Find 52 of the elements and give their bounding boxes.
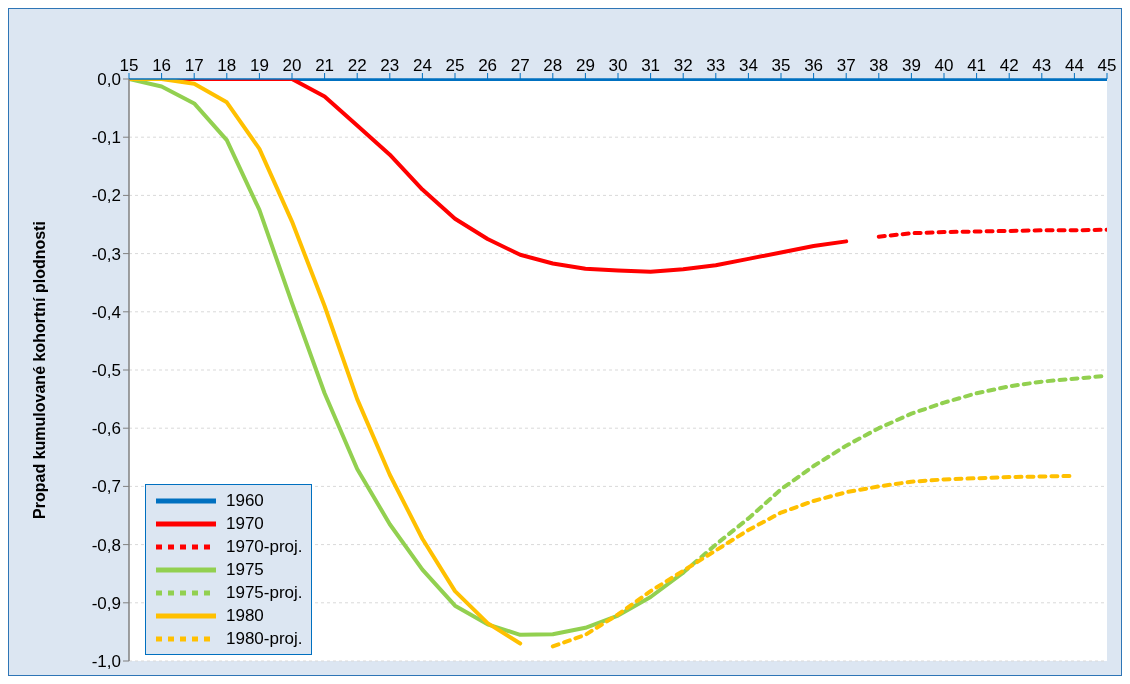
x-tick-label: 18 <box>217 56 237 75</box>
y-tick-label: -0,6 <box>91 419 121 439</box>
x-tick-label: 30 <box>608 56 628 75</box>
x-tick-label: 26 <box>478 56 498 75</box>
legend-label: 1970-proj. <box>226 536 303 557</box>
y-tick-label: -0,1 <box>91 128 121 148</box>
legend-label: 1960 <box>226 490 264 511</box>
x-tick-label: 36 <box>804 56 824 75</box>
x-tick-label: 37 <box>836 56 856 75</box>
x-tick-label: 40 <box>934 56 954 75</box>
x-tick-label: 16 <box>152 56 172 75</box>
x-tick-label: 44 <box>1064 56 1084 75</box>
x-tick-label: 22 <box>347 56 367 75</box>
x-tick-label: 29 <box>575 56 595 75</box>
line-series <box>876 227 1107 239</box>
line-series <box>129 79 523 646</box>
legend-label: 1980 <box>226 605 264 626</box>
x-tick-label: 27 <box>510 56 530 75</box>
x-tick-label: 21 <box>315 56 335 75</box>
x-tick-label: 45 <box>1097 56 1117 75</box>
x-tick-label: 19 <box>249 56 269 75</box>
x-tick-label: 43 <box>1032 56 1052 75</box>
y-tick-label: -1,0 <box>91 652 121 672</box>
x-tick-label: 24 <box>412 56 432 75</box>
y-tick-label: -0,4 <box>91 302 121 322</box>
y-tick-label: -0,7 <box>91 477 121 497</box>
x-tick-label: 39 <box>901 56 921 75</box>
y-tick-label: -0,3 <box>91 244 121 264</box>
legend-label: 1970 <box>226 513 264 534</box>
x-tick-label: 23 <box>380 56 400 75</box>
x-tick-label: 32 <box>673 56 693 75</box>
legend-label: 1975 <box>226 559 264 580</box>
x-tick-label: 31 <box>641 56 661 75</box>
y-tick-label: -0,5 <box>91 361 121 381</box>
x-tick-label: 28 <box>543 56 563 75</box>
x-tick-label: 20 <box>282 56 302 75</box>
x-tick-label: 35 <box>771 56 791 75</box>
y-axis-title: Propad kumulované kohortní plodnosti <box>30 221 48 519</box>
y-tick-label: -0,2 <box>91 186 121 206</box>
x-tick-label: 38 <box>869 56 889 75</box>
x-tick-label: 41 <box>967 56 987 75</box>
legend-label: 1980-proj. <box>226 628 303 649</box>
y-tick-label: 0,0 <box>97 70 121 90</box>
x-tick-label: 34 <box>738 56 758 75</box>
x-tick-label: 17 <box>184 56 204 75</box>
y-tick-label: -0,9 <box>91 593 121 613</box>
y-tick-label: -0,8 <box>91 535 121 555</box>
x-tick-label: 15 <box>119 56 139 75</box>
x-tick-label: 33 <box>706 56 726 75</box>
x-tick-label: 25 <box>445 56 465 75</box>
x-tick-label: 42 <box>999 56 1019 75</box>
legend-label: 1975-proj. <box>226 582 303 603</box>
